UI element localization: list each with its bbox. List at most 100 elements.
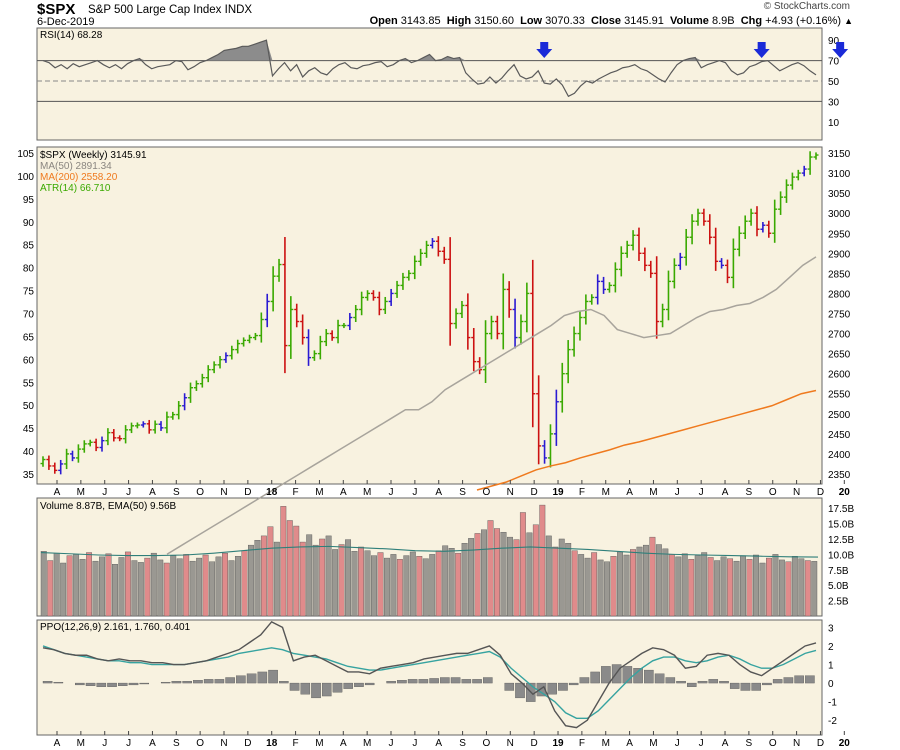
- price-bar: [719, 258, 725, 269]
- ma50-line: [166, 256, 817, 555]
- price-bar: [606, 282, 612, 293]
- volume-bar: [791, 556, 798, 617]
- ppo-x-label: D: [244, 738, 251, 749]
- ppo-histogram-bar: [53, 681, 64, 684]
- ppo-x-label: M: [315, 738, 323, 749]
- volume-bar: [228, 560, 235, 617]
- price-bar: [317, 335, 323, 360]
- up-triangle-icon: ▲: [844, 16, 853, 26]
- ohlc-summary: Open 3143.85 High 3150.60 Low 3070.33 Cl…: [370, 15, 853, 27]
- volume-bar: [798, 558, 805, 617]
- price-bar: [453, 308, 459, 329]
- price-bar: [40, 456, 46, 467]
- ppo-histogram-bar: [364, 682, 375, 686]
- volume-bar: [377, 552, 384, 617]
- volume-bar: [396, 559, 403, 617]
- volume-bar: [552, 546, 559, 617]
- volume-bar: [636, 546, 643, 617]
- price-x-label: J: [102, 487, 107, 498]
- watermark: © StockCharts.com: [763, 1, 850, 12]
- price-bar: [483, 320, 489, 384]
- price-bar: [766, 220, 772, 238]
- ppo-histogram-bar: [225, 677, 235, 684]
- price-tick: 2350: [828, 470, 851, 481]
- volume-bar: [112, 564, 118, 617]
- price-bar: [530, 259, 536, 428]
- price-bar: [742, 215, 748, 240]
- price-x-label: J: [389, 487, 394, 498]
- price-bar: [170, 411, 176, 420]
- price-bar: [140, 421, 146, 428]
- symbol-title: $SPX: [37, 1, 76, 18]
- price-tick: 2550: [828, 390, 851, 401]
- price-bar: [748, 208, 754, 226]
- price-bar: [778, 191, 784, 215]
- price-bar: [571, 326, 577, 357]
- price-bar: [760, 222, 766, 233]
- ppo-histogram-bar: [429, 678, 439, 684]
- price-x-label: F: [579, 487, 585, 498]
- volume-bar: [753, 554, 759, 617]
- volume-bar: [332, 549, 339, 617]
- price-tick: 2650: [828, 350, 851, 361]
- ppo-x-label: A: [149, 738, 156, 749]
- ppo-histogram-bar: [515, 682, 525, 699]
- price-bar: [394, 280, 400, 298]
- volume-bar: [507, 536, 513, 617]
- ppo-histogram-bar: [214, 679, 225, 684]
- atr-tick: 95: [23, 195, 35, 206]
- price-tick: 2800: [828, 289, 851, 300]
- price-bar: [488, 315, 494, 340]
- ppo-histogram-bar: [321, 682, 332, 697]
- price-bar: [99, 436, 105, 452]
- price-bar: [577, 310, 583, 341]
- ppo-histogram-bar: [633, 668, 643, 684]
- exchange-label: INDX: [224, 4, 253, 16]
- price-bar: [736, 226, 742, 257]
- volume-bar: [759, 562, 766, 617]
- volume-tick: 10.0B: [828, 550, 854, 561]
- price-bar: [370, 290, 376, 301]
- volume-bar: [86, 552, 92, 617]
- price-x-label: A: [722, 487, 729, 498]
- volume-bar: [688, 559, 695, 617]
- ma200-line: [476, 389, 817, 491]
- ppo-histogram-bar: [579, 677, 590, 684]
- ppo-histogram-bar: [160, 681, 171, 684]
- volume-bar: [804, 560, 811, 617]
- price-x-label: F: [293, 487, 299, 498]
- price-bar: [683, 228, 689, 266]
- volume-bar: [591, 552, 598, 617]
- volume-bar: [99, 556, 105, 617]
- volume-bar: [299, 541, 306, 617]
- price-bar: [93, 438, 99, 452]
- price-bar: [81, 440, 87, 453]
- price-x-label: S: [459, 487, 466, 498]
- ppo-x-label: J: [126, 738, 131, 749]
- ppo-histogram-bar: [171, 681, 182, 684]
- volume-bar: [189, 560, 196, 617]
- atr-tick: 100: [17, 172, 34, 183]
- volume-bar: [772, 554, 779, 617]
- ppo-histogram-bar: [354, 682, 364, 687]
- volume-bar: [47, 560, 54, 617]
- volume-bar: [293, 525, 300, 617]
- volume-bar: [390, 554, 397, 617]
- volume-bar: [435, 550, 442, 617]
- price-bar: [642, 247, 648, 272]
- high-value: 3150.60: [474, 15, 514, 27]
- volume-bar: [247, 544, 254, 617]
- price-tick: 2600: [828, 370, 851, 381]
- atr-tick: 75: [23, 287, 35, 298]
- volume-bar: [254, 540, 261, 617]
- volume-bar: [163, 562, 170, 617]
- ppo-histogram-bar: [461, 679, 472, 684]
- ppo-x-label: A: [435, 738, 442, 749]
- ppo-histogram-bar: [751, 682, 761, 691]
- ppo-x-label: 19: [552, 738, 564, 749]
- price-bar: [477, 357, 483, 375]
- volume-bar: [461, 543, 468, 617]
- ppo-histogram-bar: [805, 675, 815, 684]
- ppo-x-label: A: [722, 738, 729, 749]
- ppo-x-label: F: [579, 738, 585, 749]
